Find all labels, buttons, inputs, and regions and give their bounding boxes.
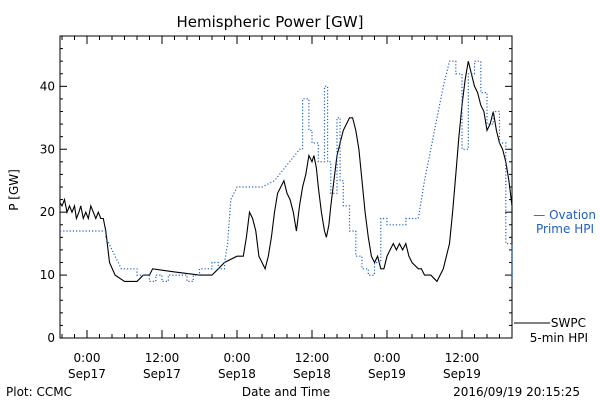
series-layer [59, 60, 513, 283]
x-tick-time: 12:00 [295, 351, 330, 365]
x-tick-time: 12:00 [145, 351, 180, 365]
y-tick-label: 20 [40, 205, 55, 219]
x-tick-time: 0:00 [374, 351, 401, 365]
x-tick-date: Sep17 [143, 367, 181, 381]
y-tick-label: 0 [47, 331, 55, 345]
legend-ovation-line2: Prime HPI [536, 222, 594, 236]
y-tick-label: 10 [40, 268, 55, 282]
x-tick-time: 0:00 [224, 351, 251, 365]
swpc-hpi-series-line [59, 61, 513, 283]
y-ticks: 0 10 20 30 40 [40, 48, 512, 345]
x-tick-date: Sep17 [68, 367, 106, 381]
x-tick-date: Sep19 [368, 367, 406, 381]
x-tick-time: 0:00 [74, 351, 101, 365]
y-axis-label: P [GW] [7, 169, 21, 211]
footer-timestamp: 2016/09/19 20:15:25 [453, 385, 580, 399]
x-ticks: 0:00 Sep17 12:00 Sep17 0:00 Sep18 12:00 Sep18 0:… [61, 36, 513, 381]
y-tick-label: 40 [40, 79, 55, 93]
footer-plot-credit: Plot: CCMC [6, 385, 72, 399]
ovation-prime-series-line [60, 60, 513, 282]
x-tick-date: Sep18 [293, 367, 331, 381]
x-tick-date: Sep19 [443, 367, 481, 381]
x-tick-time: 12:00 [445, 351, 480, 365]
y-tick-label: 30 [40, 142, 55, 156]
chart-title: Hemispheric Power [GW] [177, 13, 364, 31]
legend-swpc-line1: SWPC [551, 316, 586, 330]
legend-swpc-line2: 5-min HPI [530, 331, 588, 345]
x-axis-label: Date and Time [242, 385, 330, 399]
legend-ovation-line1: — Ovation [533, 208, 596, 222]
x-tick-date: Sep18 [218, 367, 256, 381]
